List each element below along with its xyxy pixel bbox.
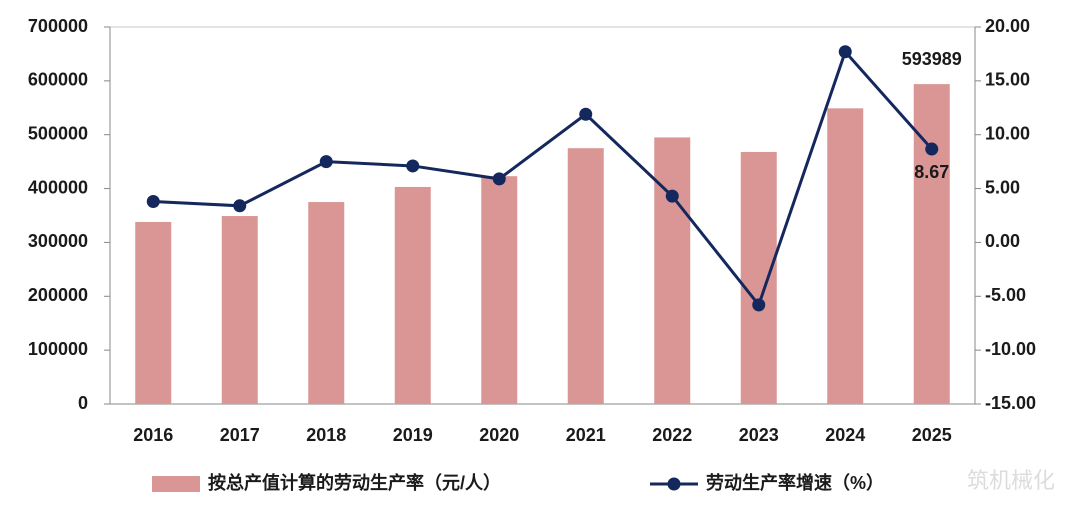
line-point [752,298,766,312]
y-tick-label: 300000 [28,231,88,251]
x-tick-label: 2022 [652,425,692,445]
x-tick-label: 2016 [133,425,173,445]
bar [913,84,950,405]
y-tick-label: 200000 [28,285,88,305]
bar [221,216,258,404]
x-tick-label: 2020 [479,425,519,445]
y-tick-label: 600000 [28,70,88,90]
bar [308,202,345,404]
y-tick-label: 100000 [28,339,88,359]
bar [654,137,691,404]
line-point [319,155,333,169]
line-point [492,172,506,186]
line-point [579,107,593,121]
x-tick-label: 2023 [739,425,779,445]
y2-tick-label: -10.00 [985,339,1036,359]
y-tick-label: 700000 [28,16,88,36]
bar [481,176,518,404]
y-tick-label: 0 [78,393,88,413]
y2-tick-label: 0.00 [985,231,1020,251]
x-tick-label: 2024 [825,425,865,445]
y-tick-label: 500000 [28,123,88,143]
legend-swatch [152,476,200,492]
legend-label: 按总产值计算的劳动生产率（元/人） [208,472,501,493]
y2-tick-label: -5.00 [985,285,1026,305]
data-label: 593989 [902,49,962,69]
data-label: 8.67 [914,162,949,182]
y2-tick-label: 15.00 [985,70,1030,90]
legend-swatch [667,477,681,491]
y2-tick-label: 5.00 [985,177,1020,197]
bar [394,186,431,404]
line-point [406,159,420,173]
x-tick-label: 2019 [393,425,433,445]
line-point [925,142,939,156]
bar [567,148,604,404]
legend-label: 劳动生产率增速（%） [706,472,884,493]
bar [827,108,864,405]
watermark: 筑机械化 [967,468,1055,493]
x-tick-label: 2025 [912,425,952,445]
x-tick-label: 2017 [220,425,260,445]
y-tick-label: 400000 [28,177,88,197]
y2-tick-label: 20.00 [985,16,1030,36]
y2-tick-label: -15.00 [985,393,1036,413]
line-point [146,194,160,208]
bar [135,221,172,404]
x-tick-label: 2018 [306,425,346,445]
line-point [665,189,679,203]
y2-tick-label: 10.00 [985,123,1030,143]
x-tick-label: 2021 [566,425,606,445]
line-point [838,45,852,59]
line [153,48,933,308]
bar [740,151,777,404]
line-point [233,199,247,213]
